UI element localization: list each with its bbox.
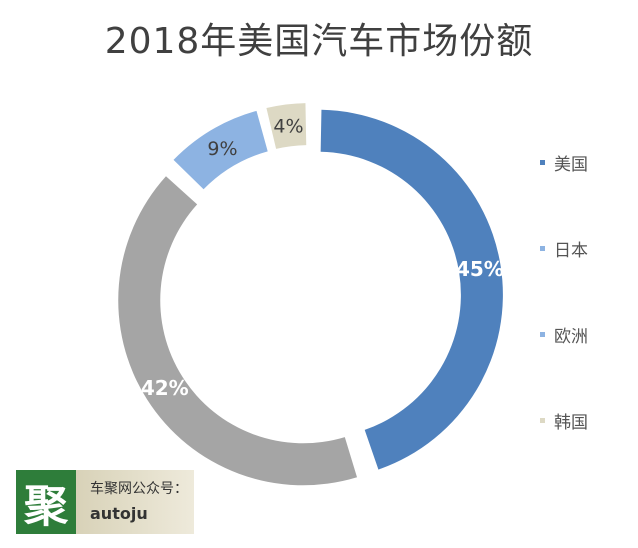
legend-swatch — [540, 332, 545, 337]
legend-item-欧洲: 欧洲 — [540, 322, 588, 347]
logo-text-line2: autoju — [90, 504, 148, 523]
legend-label: 韩国 — [554, 413, 588, 433]
legend-label: 日本 — [554, 241, 588, 261]
legend-swatch — [540, 160, 545, 165]
slice-美国 — [320, 109, 503, 470]
logo-mark: 聚 — [16, 470, 76, 534]
slice-欧洲 — [173, 110, 268, 190]
legend-label: 美国 — [554, 155, 588, 175]
logo-text-line1: 车聚网公众号： — [90, 481, 188, 497]
legend-item-韩国: 韩国 — [540, 408, 588, 433]
legend-swatch — [540, 418, 545, 423]
legend-label: 欧洲 — [554, 327, 588, 347]
chart-title: 2018年美国汽车市场份额 — [104, 21, 534, 62]
logo-band: 车聚网公众号： autoju — [76, 470, 194, 534]
data-label-韩国: 4% — [273, 115, 303, 137]
slice-韩国 — [266, 103, 307, 149]
data-label-美国: 45% — [456, 257, 504, 281]
watermark-logo: 聚 车聚网公众号： autoju — [16, 470, 196, 534]
data-label-日本: 42% — [141, 376, 189, 400]
legend-item-日本: 日本 — [540, 236, 588, 261]
legend-swatch — [540, 246, 545, 251]
slice-日本 — [118, 176, 358, 486]
legend-item-美国: 美国 — [540, 150, 588, 175]
data-label-欧洲: 9% — [207, 138, 237, 160]
